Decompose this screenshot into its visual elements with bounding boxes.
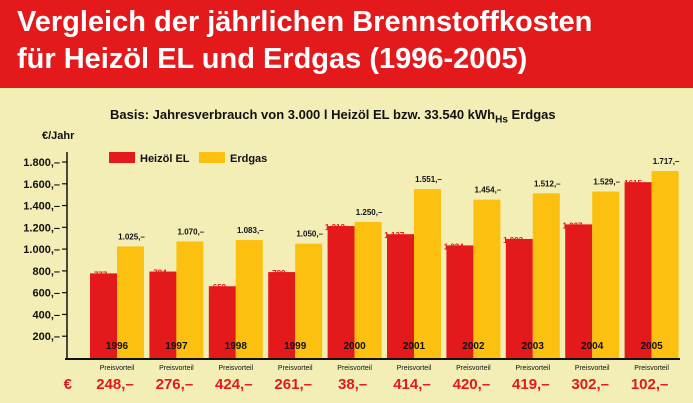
price-advantage-label: Preisvorteil [218, 365, 253, 372]
price-advantage-currency: € [64, 376, 73, 393]
erdgas-value-label: 1.717,– [653, 157, 680, 166]
bar-heizoel [387, 234, 414, 358]
legend-label-heizoel: Heizöl EL [140, 153, 190, 165]
erdgas-value-label: 1.454,– [475, 186, 502, 195]
erdgas-value-label: 1.250,– [356, 208, 383, 217]
bar-heizoel [505, 238, 533, 358]
price-advantage-label: Preisvorteil [456, 365, 491, 372]
price-advantage-value: 38,– [338, 376, 367, 393]
bar-heizoel [90, 273, 117, 358]
heizoel-value-label: 1.137,– [384, 231, 411, 240]
y-tick-label: 800,– [32, 266, 60, 278]
chart-title-line-1: Vergleich der jährlichen Brennstoffkoste… [17, 6, 593, 38]
subtitle-text: Basis: Jahresverbrauch von 3.000 l Heizö… [110, 107, 496, 122]
bar-erdgas [176, 241, 204, 358]
price-advantage-label: Preisvorteil [515, 365, 550, 372]
heizoel-value-label: 789,– [272, 269, 293, 278]
heizoel-value-label: 1.093,– [503, 236, 530, 245]
heizoel-value-label: 1.227,– [562, 221, 589, 230]
heizoel-value-label: 1.212,– [325, 223, 352, 232]
y-tick-label: 1.800,– [23, 157, 60, 169]
x-tick-label: 1998 [225, 341, 248, 352]
price-advantage-label: Preisvorteil [278, 365, 313, 372]
bar-erdgas [354, 221, 382, 358]
price-advantage-value: 248,– [96, 376, 134, 393]
chart-subtitle: Basis: Jahresverbrauch von 3.000 l Heizö… [110, 107, 556, 126]
y-tick-label: 1.600,– [23, 179, 60, 191]
x-tick-label: 1996 [106, 341, 129, 352]
heizoel-value-label: 1.034,– [444, 242, 471, 251]
bar-erdgas [414, 189, 441, 358]
bar-erdgas [651, 171, 679, 358]
price-advantage-value: 276,– [156, 376, 194, 393]
x-tick-label: 1999 [284, 341, 307, 352]
erdgas-value-label: 1.529,– [593, 178, 620, 187]
heizoel-value-label: 1615,– [624, 179, 649, 188]
bar-erdgas [235, 240, 263, 358]
chart-title-line-2: für Heizöl EL und Erdgas (1996-2005) [17, 43, 528, 75]
bar-heizoel [446, 245, 474, 358]
price-advantage-label: Preisvorteil [634, 365, 669, 372]
bar-heizoel [624, 182, 652, 358]
y-axis-title: €/Jahr [42, 130, 75, 142]
x-tick-label: 2001 [403, 341, 426, 352]
price-advantage-value: 419,– [512, 376, 550, 393]
price-advantage-label: Preisvorteil [100, 365, 135, 372]
bar-erdgas [295, 243, 323, 358]
y-tick-label: 1.200,– [23, 222, 60, 234]
bar-heizoel [327, 226, 355, 358]
price-advantage-value: 261,– [274, 376, 312, 393]
y-tick-label: 400,– [32, 309, 60, 321]
x-tick-label: 1997 [165, 341, 188, 352]
erdgas-value-label: 1.551,– [415, 175, 442, 184]
price-advantage-value: 420,– [453, 376, 491, 393]
erdgas-value-label: 1.050,– [296, 230, 323, 239]
price-advantage-value: 424,– [215, 376, 253, 393]
x-tick-label: 2005 [640, 341, 663, 352]
bar-heizoel [208, 286, 236, 358]
y-tick-label: 1.000,– [23, 244, 60, 256]
heizoel-value-label: 777,– [94, 270, 115, 279]
bar-erdgas [473, 199, 501, 358]
y-tick-label: 200,– [32, 331, 60, 343]
bar-erdgas [117, 246, 144, 358]
bar-erdgas [532, 193, 560, 358]
price-advantage-value: 102,– [631, 376, 669, 393]
price-advantage-label: Preisvorteil [337, 365, 372, 372]
price-advantage-label: Preisvorteil [159, 365, 194, 372]
price-advantage-label: Preisvorteil [575, 365, 610, 372]
subtitle-suffix: Erdgas [507, 107, 556, 122]
y-tick-label: 1.400,– [23, 201, 60, 213]
heizoel-value-label: 794,– [153, 269, 174, 278]
x-tick-label: 2000 [343, 341, 366, 352]
x-tick-label: 2004 [581, 341, 604, 352]
x-tick-label: 2003 [522, 341, 545, 352]
price-advantage-label: Preisvorteil [397, 365, 432, 372]
subtitle-subscript: Hs [495, 114, 508, 126]
title-band: Vergleich der jährlichen Brennstoffkoste… [0, 0, 693, 88]
legend-swatch-erdgas [199, 152, 225, 163]
bar-heizoel [149, 271, 177, 358]
heizoel-value-label: 659,– [213, 283, 234, 292]
erdgas-value-label: 1.512,– [534, 179, 561, 188]
erdgas-value-label: 1.025,– [118, 232, 145, 241]
bar-heizoel [268, 272, 296, 358]
legend-label-erdgas: Erdgas [230, 153, 267, 165]
price-advantage-value: 414,– [393, 376, 431, 393]
legend-swatch-heizoel [109, 152, 135, 163]
price-advantage-value: 302,– [571, 376, 609, 393]
x-tick-label: 2002 [462, 341, 485, 352]
bar-erdgas [592, 191, 620, 358]
bar-heizoel [565, 224, 593, 358]
erdgas-value-label: 1.070,– [178, 227, 205, 236]
erdgas-value-label: 1.083,– [237, 226, 264, 235]
y-tick-label: 600,– [32, 288, 60, 300]
